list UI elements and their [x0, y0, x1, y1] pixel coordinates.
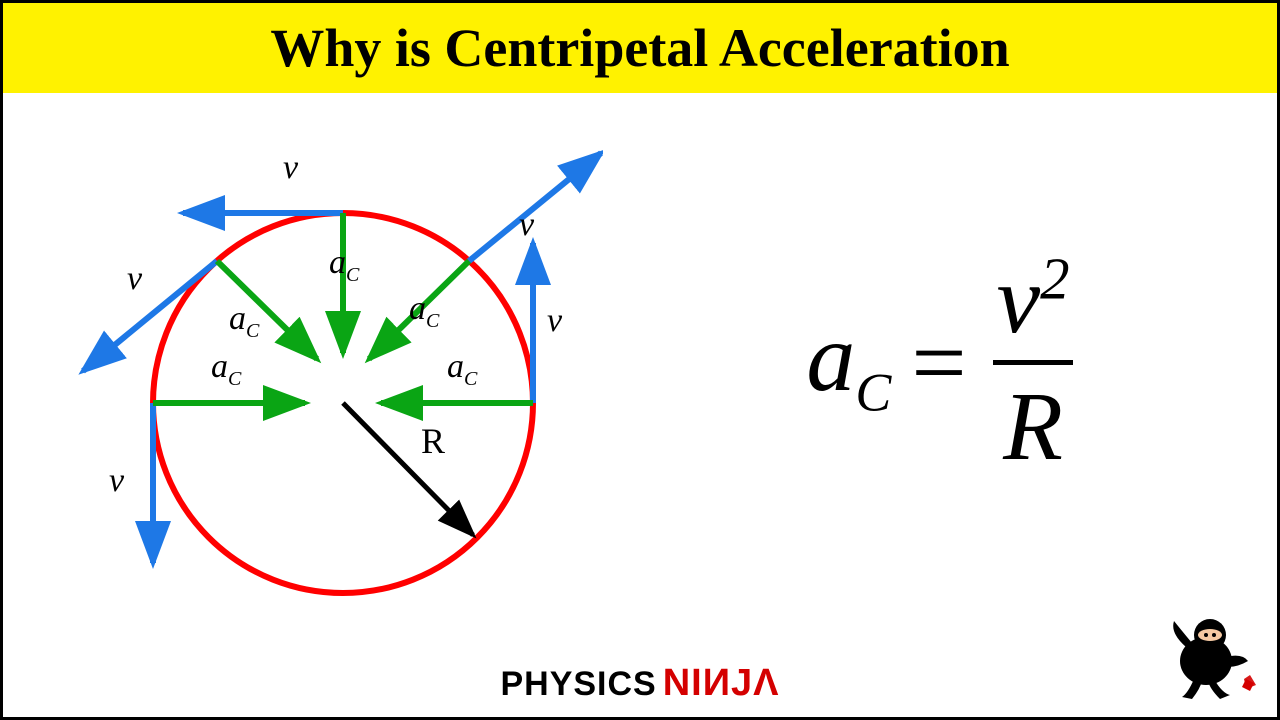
ninja-icon: [1164, 613, 1259, 703]
svg-text:aC: aC: [229, 300, 260, 342]
brand-word-1: PHYSICS: [500, 665, 656, 704]
formula-denominator: R: [1003, 373, 1063, 481]
svg-text:aC: aC: [211, 348, 242, 390]
svg-text:aC: aC: [447, 348, 478, 390]
svg-text:R: R: [421, 421, 445, 461]
svg-text:v: v: [519, 206, 535, 243]
formula-lhs-sub: C: [855, 363, 891, 423]
svg-text:aC: aC: [329, 244, 360, 286]
svg-text:v: v: [547, 302, 563, 339]
centripetal-diagram: RvvvvvaCaCaCaCaC: [43, 123, 603, 623]
brand-word-2: NIИJΛ: [663, 662, 780, 705]
title-bar: Why is Centripetal Acceleration: [3, 3, 1277, 93]
brand-logo: PHYSICS NIИJΛ: [500, 662, 779, 705]
formula: aC = v2 R: [683, 203, 1203, 523]
formula-lhs: a: [806, 304, 855, 412]
svg-text:v: v: [283, 149, 299, 186]
svg-text:v: v: [127, 260, 143, 297]
svg-text:v: v: [109, 462, 125, 499]
equals-sign: =: [911, 307, 966, 419]
formula-numerator: v: [997, 246, 1041, 354]
formula-numerator-exp: 2: [1040, 246, 1069, 311]
page-title: Why is Centripetal Acceleration: [270, 17, 1009, 79]
